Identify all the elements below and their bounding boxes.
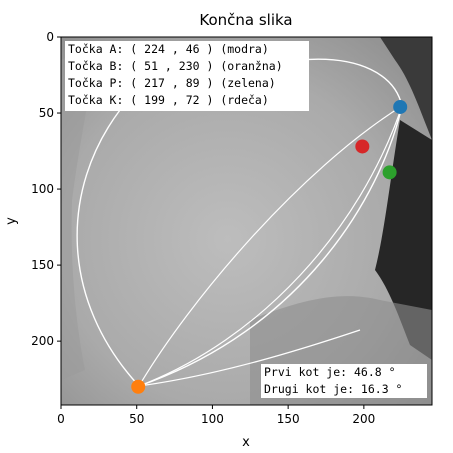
angle-second-text: Drugi kot je: 16.3 ° — [264, 382, 402, 396]
points-legend-line-k: Točka K: ( 199 , 72 ) (rdeča) — [68, 93, 269, 107]
x-tick-label: 200 — [352, 412, 375, 426]
x-axis-label: x — [242, 435, 250, 450]
x-tick-label: 100 — [201, 412, 224, 426]
point-k — [355, 139, 370, 154]
x-ticks: 0 50 100 150 200 — [57, 405, 375, 426]
y-ticks: 0 50 100 150 200 — [31, 30, 61, 348]
dark-region-right — [375, 120, 432, 360]
y-tick-label: 0 — [46, 30, 54, 44]
chart-title: Končna slika — [199, 11, 292, 29]
points-legend-line-p: Točka P: ( 217 , 89 ) (zelena) — [68, 76, 276, 90]
points-legend-box: Točka A: ( 224 , 46 ) (modra) Točka B: (… — [65, 41, 309, 111]
x-tick-label: 50 — [129, 412, 144, 426]
point-b — [131, 379, 146, 394]
y-axis-label: y — [4, 217, 19, 225]
plot-frame — [60, 36, 433, 406]
points-layer — [131, 99, 408, 394]
x-tick-label: 0 — [57, 412, 65, 426]
angle-first-text: Prvi kot je: 46.8 ° — [264, 365, 396, 379]
point-p — [382, 165, 397, 180]
bottom-curve — [138, 329, 361, 387]
y-tick-label: 150 — [31, 258, 54, 272]
y-tick-label: 200 — [31, 334, 54, 348]
y-tick-label: 50 — [39, 106, 54, 120]
angles-box: Prvi kot je: 46.8 ° Drugi kot je: 16.3 ° — [261, 364, 427, 398]
dark-region-left — [61, 40, 100, 380]
y-tick-label: 100 — [31, 182, 54, 196]
point-a — [393, 99, 408, 114]
x-tick-label: 150 — [277, 412, 300, 426]
dark-region-top-right — [380, 37, 432, 140]
points-legend-line-b: Točka B: ( 51 , 230 ) (oranžna) — [68, 59, 283, 73]
points-legend-line-a: Točka A: ( 224 , 46 ) (modra) — [68, 42, 269, 56]
